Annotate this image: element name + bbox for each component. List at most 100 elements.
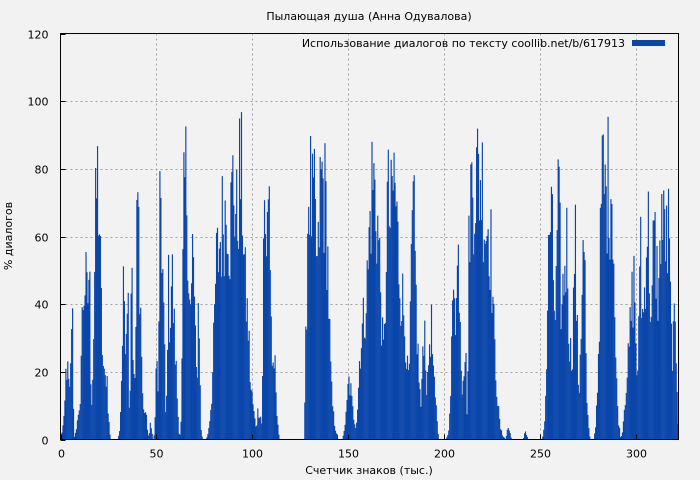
bar bbox=[597, 353, 600, 440]
bar bbox=[322, 178, 324, 440]
bar bbox=[475, 223, 477, 440]
bar bbox=[619, 437, 622, 440]
bar bbox=[561, 304, 563, 440]
bar bbox=[167, 254, 170, 440]
bar bbox=[359, 368, 362, 440]
bar bbox=[69, 386, 71, 440]
bar bbox=[83, 305, 85, 440]
bar bbox=[503, 437, 506, 440]
bar bbox=[274, 355, 276, 440]
bar bbox=[399, 298, 401, 440]
bar bbox=[304, 402, 306, 440]
bar bbox=[506, 429, 508, 440]
bar bbox=[306, 329, 308, 440]
bar bbox=[595, 427, 597, 440]
bar bbox=[260, 416, 262, 440]
bar bbox=[581, 294, 583, 440]
bar bbox=[334, 430, 337, 440]
bar bbox=[265, 256, 268, 440]
bar bbox=[665, 261, 667, 440]
bar bbox=[149, 422, 151, 440]
bar bbox=[486, 235, 488, 440]
data-series bbox=[60, 112, 679, 440]
bar bbox=[121, 345, 124, 440]
bar bbox=[262, 238, 265, 440]
bar bbox=[637, 370, 639, 440]
bar bbox=[453, 298, 456, 440]
bar bbox=[81, 307, 83, 440]
bar bbox=[358, 361, 361, 440]
bar bbox=[624, 405, 626, 440]
bar bbox=[469, 262, 471, 440]
bar bbox=[430, 304, 433, 440]
bar bbox=[559, 202, 561, 440]
bar bbox=[169, 327, 172, 440]
bar bbox=[491, 312, 493, 440]
bar bbox=[278, 434, 280, 440]
bar bbox=[189, 299, 191, 440]
bar bbox=[434, 397, 436, 440]
bar bbox=[618, 425, 620, 440]
bar bbox=[567, 288, 569, 440]
bar bbox=[233, 205, 235, 440]
bar bbox=[375, 231, 377, 440]
bar bbox=[640, 216, 642, 440]
bar bbox=[356, 422, 358, 440]
bar bbox=[435, 405, 437, 440]
bar bbox=[235, 213, 237, 440]
bar bbox=[90, 384, 92, 440]
bar bbox=[484, 243, 486, 440]
bar bbox=[332, 406, 334, 440]
bar bbox=[426, 394, 428, 440]
bar bbox=[653, 220, 655, 440]
bar bbox=[213, 322, 215, 440]
bar bbox=[386, 181, 388, 440]
bar bbox=[99, 236, 102, 440]
bar bbox=[323, 252, 325, 440]
bar bbox=[668, 238, 671, 440]
bar bbox=[574, 204, 577, 440]
bar bbox=[181, 358, 183, 440]
bar bbox=[64, 400, 66, 440]
bar bbox=[263, 200, 266, 440]
bar bbox=[467, 371, 469, 440]
bar bbox=[585, 353, 587, 440]
bar bbox=[318, 247, 320, 440]
bar bbox=[133, 373, 135, 440]
bar bbox=[171, 254, 173, 440]
bar bbox=[616, 378, 618, 440]
bar bbox=[218, 248, 220, 440]
x-tick-label: 200 bbox=[434, 448, 455, 461]
bar bbox=[627, 343, 629, 440]
bar bbox=[215, 232, 218, 440]
bar bbox=[211, 403, 213, 440]
bar bbox=[100, 288, 102, 440]
bar bbox=[458, 312, 460, 440]
bar bbox=[109, 434, 111, 440]
bar bbox=[471, 162, 473, 440]
y-tick-label: 0 bbox=[42, 435, 49, 448]
bar bbox=[262, 376, 264, 440]
bar bbox=[648, 293, 650, 440]
bar bbox=[415, 284, 417, 440]
bar bbox=[460, 370, 462, 440]
bar bbox=[478, 220, 481, 440]
bar bbox=[234, 236, 236, 440]
bar bbox=[397, 221, 399, 440]
bar bbox=[639, 266, 641, 440]
bar bbox=[660, 264, 662, 440]
y-tick-label: 120 bbox=[28, 29, 49, 42]
bar bbox=[177, 416, 179, 440]
bar bbox=[404, 336, 406, 440]
bar bbox=[118, 435, 120, 440]
bar bbox=[120, 380, 123, 440]
bar bbox=[448, 430, 450, 440]
bar bbox=[638, 316, 640, 440]
bar bbox=[154, 417, 156, 440]
bar bbox=[166, 395, 168, 440]
bar bbox=[664, 209, 666, 440]
bar bbox=[614, 317, 616, 440]
x-tick-label: 100 bbox=[242, 448, 263, 461]
bar bbox=[462, 380, 464, 440]
bar bbox=[62, 425, 64, 440]
